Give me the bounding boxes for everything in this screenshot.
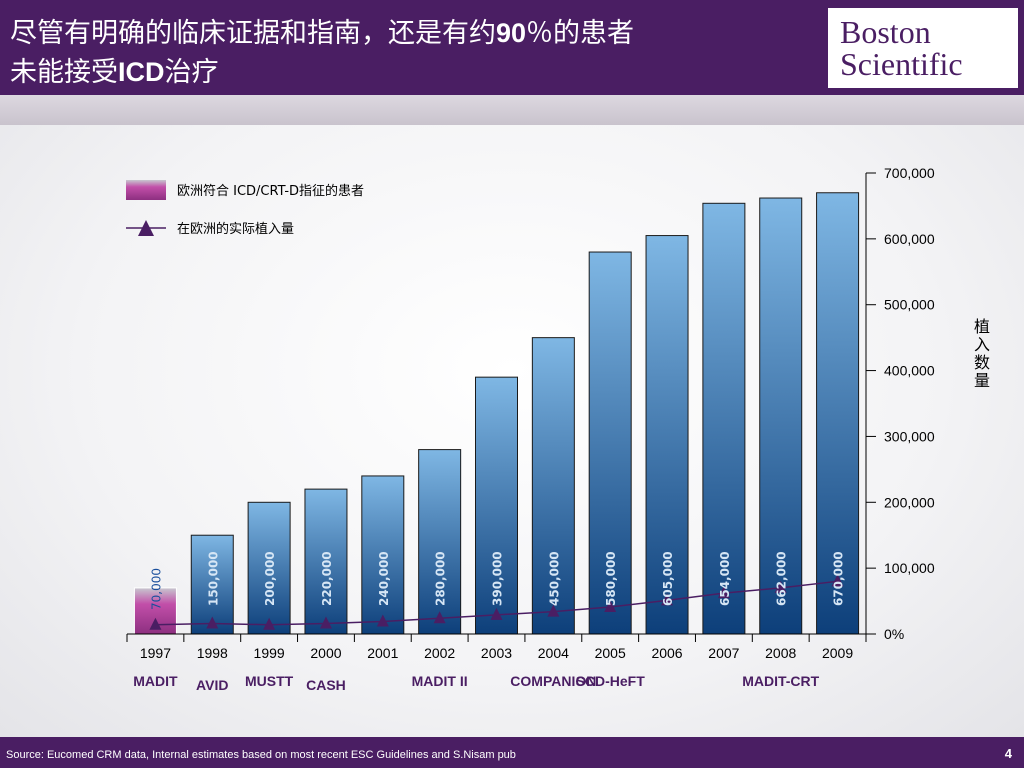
x-tick-label-2003: 2003 (481, 645, 512, 661)
x-tick-label-2002: 2002 (424, 645, 455, 661)
y-tick-label: 200,000 (884, 494, 935, 510)
x-tick-label-2008: 2008 (765, 645, 796, 661)
title-line2-b: ICD (118, 57, 165, 87)
bar-value-label-1999: 200,000 (263, 551, 277, 606)
slide-footer: Source: Eucomed CRM data, Internal estim… (0, 737, 1024, 768)
bar-2000 (304, 488, 348, 635)
y-axis-label: 植入数量 (973, 317, 990, 390)
line-marker-2006 (661, 593, 674, 606)
line-marker-2008 (774, 580, 787, 593)
bar-2008 (759, 197, 803, 635)
bar-1999 (247, 501, 291, 635)
bar-2005 (588, 251, 632, 635)
line-marker-2005 (604, 599, 617, 612)
line-marker-2007 (717, 586, 730, 599)
title-line2-a: 未能接受 (10, 57, 118, 88)
page-number: 4 (1004, 746, 1012, 761)
line-marker-1998 (206, 616, 219, 629)
legend-label-line: 在欧洲的实际植入量 (177, 221, 294, 237)
bar-2003 (475, 376, 518, 635)
x-tick-label-2004: 2004 (538, 645, 569, 661)
legend-label-bar: 欧洲符合 ICD/CRT-D指征的患者 (177, 183, 364, 199)
logo-line1: Boston (840, 14, 931, 50)
x-tick-label-2005: 2005 (595, 645, 626, 661)
line-marker-2003 (490, 607, 503, 620)
slide-header: 尽管有明确的临床证据和指南，还是有约90％的患者 未能接受ICD治疗 Bosto… (0, 0, 1024, 95)
legend-triangle-icon (138, 220, 154, 236)
trial-label-scd-heft: SCD-HeFT (576, 673, 646, 689)
bar-2006 (645, 235, 689, 635)
y-tick-label: 500,000 (884, 297, 935, 313)
title-line2-c: 治疗 (164, 57, 219, 88)
line-marker-2009 (831, 574, 844, 587)
bar-value-label-2000: 220,000 (320, 551, 334, 606)
trial-label-madit: MADIT (133, 673, 178, 689)
bar-value-label-2009: 670,000 (832, 551, 846, 606)
x-tick-label-1999: 1999 (254, 645, 285, 661)
bar-value-label-1997: 70,000 (149, 568, 163, 610)
line-marker-2002 (433, 611, 446, 624)
x-tick-label-2000: 2000 (310, 645, 341, 661)
x-tick-label-2009: 2009 (822, 645, 853, 661)
bar-value-label-2003: 390,000 (491, 551, 505, 606)
bar-2001 (361, 475, 405, 635)
y-tick-label: 400,000 (884, 363, 935, 379)
logo-text: Boston Scientific (840, 16, 963, 80)
bar-value-label-2005: 580,000 (604, 551, 618, 606)
title-line1-a: 尽管有明确的临床证据和指南，还是有约 (10, 18, 496, 49)
logo-line2: Scientific (840, 46, 963, 82)
boston-scientific-logo: Boston Scientific (828, 8, 1018, 88)
line-marker-2000 (319, 616, 332, 629)
slide-title: 尽管有明确的临床证据和指南，还是有约90％的患者 未能接受ICD治疗 (10, 14, 830, 92)
x-tick-label-1998: 1998 (197, 645, 228, 661)
bar-2009 (816, 192, 860, 635)
y-tick-label: 700,000 (884, 165, 935, 181)
bar-value-label-2002: 280,000 (434, 551, 448, 606)
trial-label-avid: AVID (196, 677, 228, 693)
bar-value-label-2004: 450,000 (547, 551, 561, 606)
bar-value-label-2007: 654,000 (718, 551, 732, 606)
y-tick-label: 0% (884, 626, 904, 642)
legend-swatch-bar (126, 180, 166, 200)
bar-2004 (531, 337, 575, 635)
trial-label-cash: CASH (306, 677, 346, 693)
x-tick-label-2006: 2006 (651, 645, 682, 661)
title-line1-b: 90 (496, 18, 527, 48)
x-tick-label-2007: 2007 (708, 645, 739, 661)
bar-2002 (418, 449, 462, 635)
y-tick-label: 100,000 (884, 560, 935, 576)
source-note: Source: Eucomed CRM data, Internal estim… (6, 749, 516, 761)
x-tick-label-1997: 1997 (140, 645, 171, 661)
line-marker-1997 (149, 617, 162, 630)
trial-label-mustt: MUSTT (245, 673, 294, 689)
trial-label-madit-ii: MADIT II (412, 673, 468, 689)
bar-value-label-2008: 662,000 (775, 551, 789, 606)
bar-value-label-2001: 240,000 (377, 551, 391, 606)
line-marker-1999 (263, 617, 276, 630)
y-tick-label: 300,000 (884, 428, 935, 444)
bar-value-label-1998: 150,000 (206, 551, 220, 606)
trial-label-madit-crt: MADIT-CRT (742, 673, 819, 689)
line-marker-2004 (547, 604, 560, 617)
header-band (0, 95, 1024, 125)
line-marker-2001 (376, 614, 389, 627)
x-tick-label-2001: 2001 (367, 645, 398, 661)
trial-label-companion: COMPANION (510, 673, 596, 689)
y-tick-label: 600,000 (884, 231, 935, 247)
title-line1-c: ％的患者 (526, 18, 635, 49)
bar-value-label-2006: 605,000 (661, 551, 675, 606)
